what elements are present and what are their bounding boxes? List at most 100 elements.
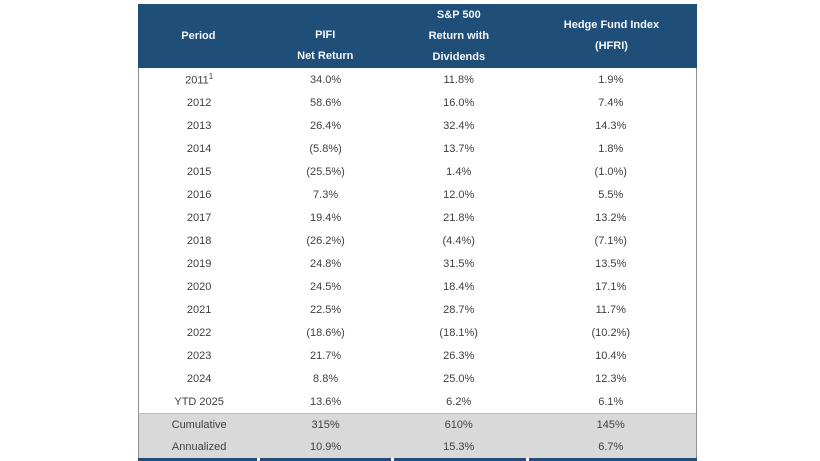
value-cell: (25.5%) [306,165,345,178]
bottom-border-segment [260,458,391,461]
value-cell: 11.7% [595,303,626,316]
period-label: 2015 [186,165,212,178]
value-cell: 26.3% [443,349,475,362]
value-cell: 610% [444,419,473,431]
period-label-cell: 2019 [139,258,259,270]
table-row: 2023 21.7% 26.3% 10.4% [139,344,696,367]
value-cell: 32.4% [443,119,475,132]
table-row: 2014 (5.8%) 13.7% 1.8% [139,137,696,160]
value-cell: 22.5% [309,303,342,316]
period-label-cell: 2018 [139,235,259,247]
value-cell: 28.7% [443,303,475,316]
table-row: 2020 24.5% 18.4% 17.1% [139,275,696,298]
table-bottom-border [138,458,697,461]
value-cell: (1.0%) [594,165,627,178]
header-line: (HFRI) [594,40,628,52]
value-cell: 1.8% [598,142,624,155]
header-line: S&P 500 [436,8,481,21]
value-cell: (26.2%) [306,234,345,247]
header-cell-hfri: Hedge Fund Index (HFRI) [526,4,697,68]
period-label: 2024 [186,372,212,385]
period-label-cell: YTD 2025 [139,396,259,408]
bottom-border-segment [529,458,697,461]
table-row: 2013 26.4% 32.4% 14.3% [139,114,696,137]
period-label-cell: 2014 [139,143,259,155]
table-header: Period PIFI Net Return S&P 500 Return with Di… [138,4,697,68]
value-cell: 14.3% [595,119,627,132]
period-label: 2023 [186,349,212,362]
table-row: 2017 19.4% 21.8% 13.2% [139,206,696,229]
value-cell: 13.6% [309,395,342,408]
value-cell: 15.3% [443,441,475,453]
performance-table: Period PIFI Net Return S&P 500 Return with Di… [138,4,697,461]
value-cell: (18.1%) [439,326,478,339]
period-label: 2021 [186,303,212,316]
table-row: 2018 (26.2%) (4.4%) (7.1%) [139,229,696,252]
value-cell: 34.0% [309,73,342,86]
table-row: 2016 7.3% 12.0% 5.5% [139,183,696,206]
header-line: Period [181,29,216,42]
period-label-cell: 2020 [139,281,259,293]
summary-row: Annualized 10.9% 15.3% 6.7% [139,436,696,458]
value-cell: (4.4%) [442,234,475,247]
period-label: YTD 2025 [174,395,224,408]
period-label: 2016 [186,188,212,201]
value-cell: 31.5% [443,257,475,270]
period-label: 2014 [186,142,212,155]
value-cell: 8.8% [313,372,339,385]
table-row: 2022 (18.6%) (18.1%) (10.2%) [139,321,696,344]
value-cell: (5.8%) [309,142,342,155]
period-label-cell: 2021 [139,304,259,316]
header-cell-period: Period [138,4,259,68]
value-cell: 7.4% [598,96,624,109]
bottom-border-segment [138,458,257,461]
header-line: Net Return [297,50,354,62]
value-cell: 1.9% [598,73,624,86]
value-cell: 145% [596,419,625,431]
table-row: 2015 (25.5%) 1.4% (1.0%) [139,160,696,183]
table-summary: Cumulative 315% 610% 145% Annualized 10.9% 15.… [138,413,697,458]
value-cell: 21.8% [443,211,475,224]
value-cell: 26.4% [309,119,342,132]
value-cell: 10.4% [595,349,627,362]
summary-label-cell: Cumulative [139,419,259,431]
period-label-cell: 2023 [139,350,259,362]
value-cell: (18.6%) [306,326,345,339]
value-cell: 25.0% [443,372,475,385]
period-label: 2013 [186,119,212,132]
summary-label: Annualized [171,441,227,453]
summary-row: Cumulative 315% 610% 145% [139,414,696,436]
value-cell: (7.1%) [594,234,627,247]
table-row: 2019 24.8% 31.5% 13.5% [139,252,696,275]
summary-label-cell: Annualized [139,441,259,453]
period-label: 2018 [186,234,212,247]
period-label: 2011 [185,74,209,87]
table-row: 20111 34.0% 11.8% 1.9% [139,68,696,91]
period-label: 2020 [186,280,212,293]
table-row: YTD 2025 13.6% 6.2% 6.1% [139,390,696,413]
value-cell: 58.6% [309,96,342,109]
value-cell: 6.1% [598,395,624,408]
value-cell: 12.3% [595,372,627,385]
period-label-cell: 2013 [139,120,259,132]
value-cell: 6.2% [446,395,472,408]
period-label-cell: 2016 [139,189,259,201]
period-label: 2012 [186,96,212,109]
header-line: Hedge Fund Index [563,19,660,31]
table-row: 2021 22.5% 28.7% 11.7% [139,298,696,321]
period-label: 2017 [186,211,212,224]
value-cell: 24.8% [309,257,342,270]
value-cell: 12.0% [443,188,475,201]
bottom-border-segment [394,458,526,461]
period-label-cell: 2015 [139,166,259,178]
value-cell: 1.4% [446,165,472,178]
table-body: 20111 34.0% 11.8% 1.9% 2012 58.6% 16.0% 7.4% 201… [138,68,697,413]
period-label-cell: 2012 [139,97,259,109]
value-cell: 13.7% [443,142,475,155]
period-label-cell: 20111 [139,71,259,87]
footnote-marker: 1 [208,71,214,81]
bottom-border-gap [257,458,260,461]
period-label-cell: 2017 [139,212,259,224]
value-cell: 13.2% [595,211,627,224]
